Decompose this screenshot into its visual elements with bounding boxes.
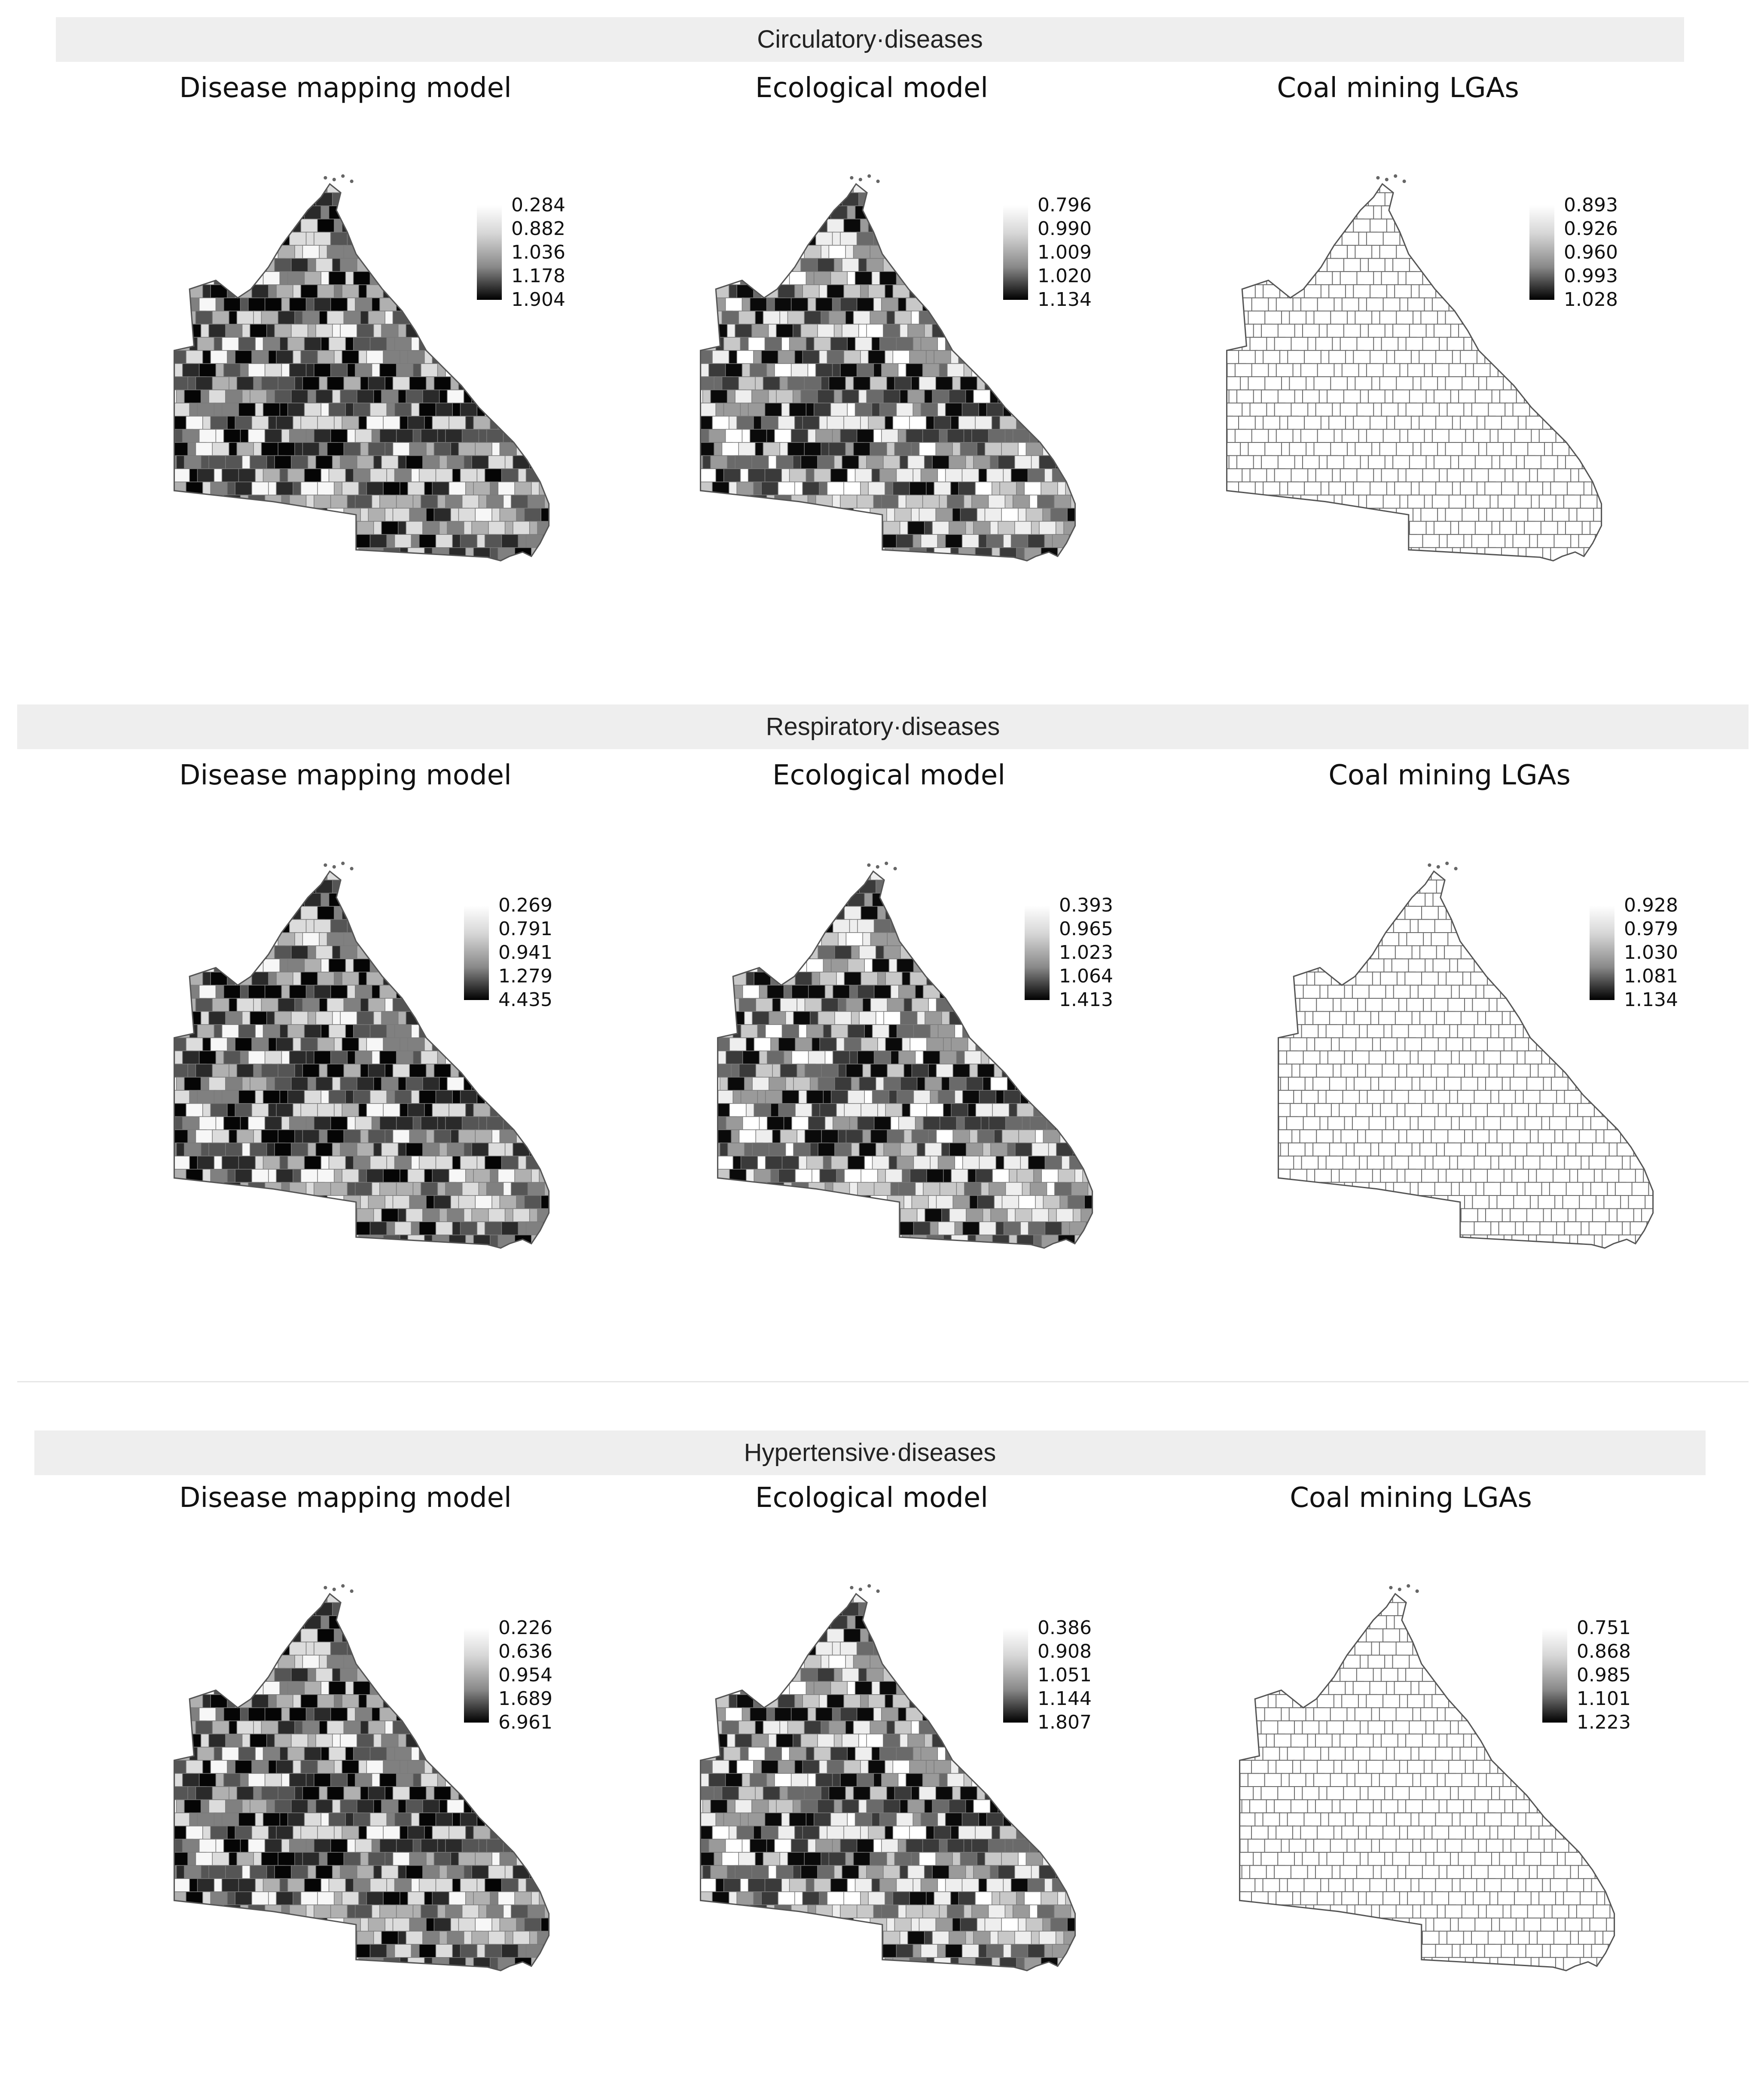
panel-title: Coal mining LGAs (1104, 72, 1692, 104)
legend-gradient-bar (464, 1628, 489, 1723)
legend-label: 0.990 (1038, 220, 1092, 238)
legend-label: 0.226 (498, 1619, 552, 1638)
panel-title: Disease mapping model (52, 72, 639, 104)
legend-label: 0.928 (1624, 896, 1678, 915)
legend-label: 0.908 (1038, 1642, 1092, 1661)
legend-gradient-bar (477, 205, 502, 300)
legend-label: 1.051 (1038, 1666, 1092, 1685)
section-banner: Respiratory·diseases (17, 704, 1749, 749)
panel-ecological: Ecological model 0.393 0.965 1.023 1.064… (595, 759, 1183, 1369)
legend-label: 1.081 (1624, 967, 1678, 986)
legend-label: 0.636 (498, 1642, 552, 1661)
section-divider (17, 1381, 1749, 1382)
legend-gradient-bar (464, 906, 489, 1000)
legend-gradient-bar (1003, 205, 1028, 300)
legend-label: 1.223 (1577, 1713, 1631, 1732)
legend-label: 0.979 (1624, 920, 1678, 939)
panel-title: Ecological model (595, 759, 1183, 791)
section-circulatory: Circulatory·diseases Disease mapping mod… (0, 0, 1764, 670)
legend-label: 4.435 (498, 991, 552, 1009)
legend-label: 6.961 (498, 1713, 552, 1732)
legend-label: 1.009 (1038, 243, 1092, 262)
panel-ecological: Ecological model 0.796 0.990 1.009 1.020… (578, 72, 1166, 682)
panel-title: Coal mining LGAs (1117, 1482, 1705, 1514)
legend-label: 0.791 (498, 920, 552, 939)
legend-label: 1.020 (1038, 267, 1092, 286)
panel-disease-mapping: Disease mapping model 0.284 0.882 1.036 … (52, 72, 639, 682)
legend-label: 0.960 (1564, 243, 1618, 262)
legend-label: 1.144 (1038, 1689, 1092, 1708)
legend-label: 0.751 (1577, 1619, 1631, 1638)
legend-label: 1.030 (1624, 943, 1678, 962)
legend-label: 1.904 (511, 290, 565, 309)
section-banner: Circulatory·diseases (56, 17, 1684, 62)
legend-label: 1.689 (498, 1689, 552, 1708)
legend-label: 0.386 (1038, 1619, 1092, 1638)
legend-label: 1.036 (511, 243, 565, 262)
legend-label: 1.134 (1624, 991, 1678, 1009)
legend-gradient-bar (1529, 205, 1554, 300)
legend-label: 0.926 (1564, 220, 1618, 238)
panel-coal-mining: Coal mining LGAs 0.928 0.979 1.030 1.081… (1156, 759, 1743, 1369)
section-banner: Hypertensive·diseases (34, 1430, 1706, 1475)
legend-label: 0.868 (1577, 1642, 1631, 1661)
legend-label: 1.178 (511, 267, 565, 286)
section-respiratory: Respiratory·diseases Disease mapping mod… (0, 687, 1764, 1357)
legend-label: 0.269 (498, 896, 552, 915)
legend-label: 0.284 (511, 196, 565, 215)
panel-ecological: Ecological model 0.386 0.908 1.051 1.144… (578, 1482, 1166, 2092)
panel-title: Ecological model (578, 1482, 1166, 1514)
legend-label: 0.985 (1577, 1666, 1631, 1685)
panel-title: Disease mapping model (52, 1482, 639, 1514)
legend-label: 1.064 (1059, 967, 1113, 986)
legend-gradient-bar (1590, 906, 1614, 1000)
section-hypertensive: Hypertensive·diseases Disease mapping mo… (0, 1418, 1764, 2083)
legend-label: 1.101 (1577, 1689, 1631, 1708)
legend-label: 1.807 (1038, 1713, 1092, 1732)
legend-gradient-bar (1025, 906, 1050, 1000)
legend-label: 0.954 (498, 1666, 552, 1685)
legend-label: 0.893 (1564, 196, 1618, 215)
legend-label: 0.393 (1059, 896, 1113, 915)
panel-title: Coal mining LGAs (1156, 759, 1743, 791)
legend-label: 0.965 (1059, 920, 1113, 939)
panel-coal-mining: Coal mining LGAs 0.751 0.868 0.985 1.101… (1117, 1482, 1705, 2092)
panel-disease-mapping: Disease mapping model 0.226 0.636 0.954 … (52, 1482, 639, 2092)
panel-disease-mapping: Disease mapping model 0.269 0.791 0.941 … (52, 759, 639, 1369)
legend-gradient-bar (1003, 1628, 1028, 1723)
legend-label: 1.279 (498, 967, 552, 986)
legend-label: 0.941 (498, 943, 552, 962)
legend-label: 0.796 (1038, 196, 1092, 215)
legend-label: 1.028 (1564, 290, 1618, 309)
legend-label: 0.993 (1564, 267, 1618, 286)
legend-label: 1.023 (1059, 943, 1113, 962)
legend-label: 0.882 (511, 220, 565, 238)
panel-title: Ecological model (578, 72, 1166, 104)
panel-coal-mining: Coal mining LGAs 0.893 0.926 0.960 0.993… (1104, 72, 1692, 682)
legend-label: 1.134 (1038, 290, 1092, 309)
panel-title: Disease mapping model (52, 759, 639, 791)
legend-label: 1.413 (1059, 991, 1113, 1009)
legend-gradient-bar (1542, 1628, 1567, 1723)
